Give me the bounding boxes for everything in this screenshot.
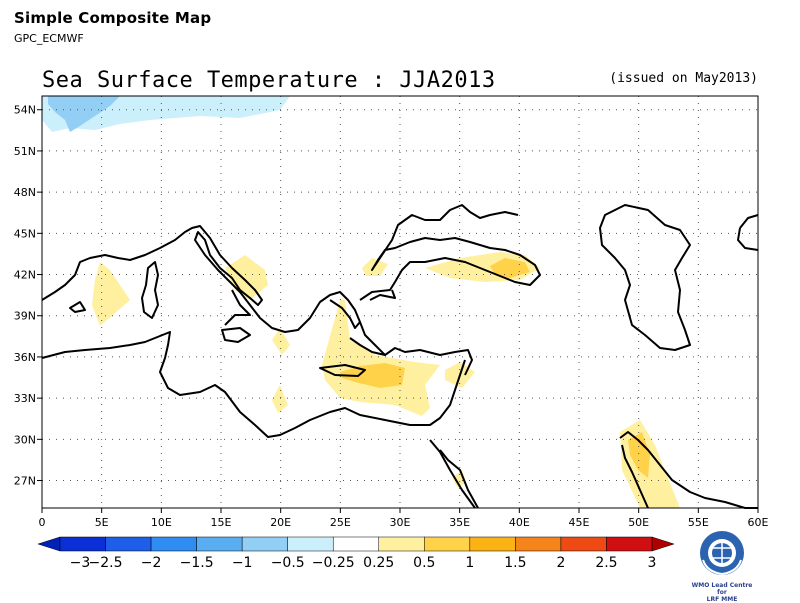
coastline-africa [41,331,466,438]
colorbar-swatch [105,536,152,552]
x-tick-label: 50E [628,516,649,529]
island-sardinia-corsica [141,261,159,319]
x-tick-label: 5E [95,516,109,529]
island-crete [319,364,366,377]
x-tick-label: 35E [449,516,470,529]
coastline-persian-gulf [619,431,758,509]
negative-anomaly-area [48,96,120,132]
coastlines [41,204,759,509]
x-tick-label: 20E [270,516,291,529]
colorbar-swatch [287,536,334,552]
colorbar-label: 1.5 [504,555,526,571]
colorbar-label: −1.5 [180,555,214,571]
colorbar-swatch [378,536,425,552]
coastline-aegean [349,321,386,356]
y-tick-label: 36N [14,351,36,364]
colorbar-label: 0.25 [363,555,394,571]
colorbar-label: −2 [141,555,162,571]
y-tick-label: 33N [14,392,36,405]
x-tick-label: 10E [151,516,172,529]
colorbar-min-arrow [37,536,61,552]
positive-anomaly-area [490,258,530,278]
colorbar-swatch [150,536,197,552]
colorbar-swatch [196,536,243,552]
y-tick-label: 30N [14,433,36,446]
page-subtitle: GPC_ECMWF [14,32,84,45]
y-tick-label: 45N [14,227,36,240]
coastline-red-sea [429,439,479,509]
colorbar-max-arrow [651,536,675,552]
colorbar-label: 1 [465,555,474,571]
wmo-logo: WMO Lead Centre for LRF MME [688,528,756,603]
positive-anomaly-area [92,262,130,326]
colorbar-label: −3 [70,555,91,571]
page-title: Simple Composite Map [14,9,212,27]
colorbar-swatch [560,536,607,552]
colorbar-label: −0.5 [271,555,305,571]
colorbar-swatch [241,536,288,552]
x-tick-label: 60E [748,516,769,529]
map-grid: 0 5E 10E 15E 20E 25E 30E 35E 40E 45E 50E 55E 60E 27N 3… [14,96,769,529]
x-tick-label: 55E [688,516,709,529]
positive-anomaly-area [322,300,440,416]
colorbar-swatch [515,536,562,552]
y-tick-label: 42N [14,269,36,282]
x-tick-label: 25E [330,516,351,529]
y-tick-label: 51N [14,145,36,158]
y-tick-label: 48N [14,186,36,199]
coastline-italy-south [224,289,251,326]
x-tick-label: 30E [390,516,411,529]
colorbar-swatch [332,536,380,552]
colorbar-label: 3 [648,555,657,571]
coastline-europe [41,225,396,333]
positive-anomaly-area [628,432,650,478]
colorbar-label: 2 [556,555,565,571]
anomaly-shading [42,96,680,508]
y-tick-label: 54N [14,104,36,117]
x-tick-label: 45E [569,516,590,529]
colorbar-label: 0.5 [413,555,435,571]
map-frame [41,95,759,509]
coastline-iran [737,214,759,251]
colorbar-label: −2.5 [89,555,123,571]
x-tick-label: 0 [39,516,46,529]
coastline-anatolia [359,204,541,376]
colorbar-swatch [469,536,516,552]
y-tick-label: 27N [14,475,36,488]
island-sicily [221,327,251,343]
colorbar-label: −1 [232,555,253,571]
map-title: Sea Surface Temperature : JJA2013 [42,68,496,93]
colorbar-swatch [606,536,653,552]
coastline-caspian [599,204,691,351]
logo-caption-line1: WMO Lead Centre for [691,582,753,596]
colorbar-swatch [59,536,106,552]
island-balearic [69,301,86,313]
issued-date: (issued on May2013) [609,71,758,86]
x-tick-label: 40E [509,516,530,529]
colorbar-label: −0.25 [312,555,355,571]
positive-anomaly-area [272,385,288,413]
colorbar: −3−2.5 −2 −1.5 −1 −0.5 −0.25 0.25 0.5 1 1.5 2 2.5 3 [37,536,675,571]
positive-anomaly-area [340,363,405,388]
wmo-emblem-icon [700,531,744,576]
y-tick-label: 39N [14,310,36,323]
colorbar-swatch [424,536,471,552]
x-tick-label: 15E [211,516,232,529]
colorbar-label: 2.5 [595,555,617,571]
